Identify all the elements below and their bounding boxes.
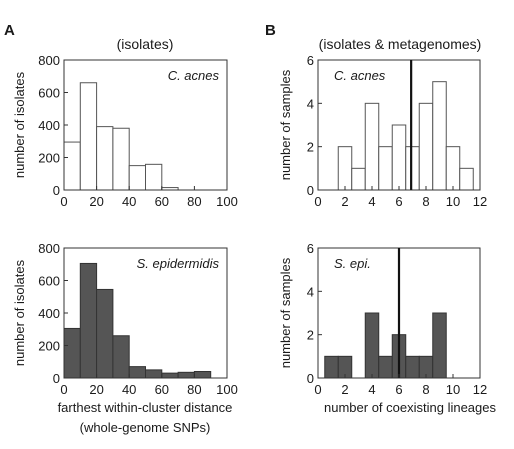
x-tick-label: 0: [314, 194, 321, 209]
bar: [391, 124, 407, 191]
y-tick-label: 600: [38, 86, 60, 101]
chart-a-top: 0 20 40 60 80 100 0 200 400 600 800 number of isola…: [12, 53, 238, 209]
y-tick-label: 2: [307, 140, 314, 155]
bar: [112, 335, 130, 379]
chart-b-top: 0 2 4 6 8 10 12 0 2 4 6 number of samples C. acnes: [278, 53, 487, 209]
x-axis-label-line2: (whole-genome SNPs): [80, 420, 211, 435]
species-annotation: C. acnes: [334, 68, 386, 83]
y-tick-label: 0: [53, 371, 60, 386]
y-tick-label: 2: [307, 328, 314, 343]
species-annotation: C. acnes: [168, 68, 220, 83]
y-tick-label: 4: [307, 96, 314, 111]
x-tick-label: 0: [314, 382, 321, 397]
y-tick-label: 200: [38, 151, 60, 166]
bar: [432, 81, 447, 191]
bar: [405, 355, 420, 379]
x-tick-label: 10: [446, 194, 460, 209]
y-tick-label: 600: [38, 274, 60, 289]
bar: [432, 312, 447, 379]
panel-label-a: A: [4, 22, 15, 39]
bar: [145, 369, 163, 379]
bar: [378, 146, 393, 191]
bar: [405, 146, 420, 191]
y-axis-label: number of isolates: [12, 259, 27, 366]
x-tick-label: 10: [446, 382, 460, 397]
bar: [161, 372, 179, 379]
y-tick-label: 0: [53, 183, 60, 198]
x-tick-label: 20: [89, 382, 103, 397]
y-tick-label: 0: [307, 183, 314, 198]
x-tick-label: 20: [89, 194, 103, 209]
x-axis-label: farthest within-cluster distance: [58, 400, 233, 415]
bar: [96, 288, 114, 379]
bar: [364, 102, 380, 191]
chart-b-bottom: 0 2 4 6 8 10 12 0 2 4 6 number of samples number of …: [278, 241, 496, 415]
x-tick-label: 4: [368, 382, 375, 397]
bar: [459, 167, 474, 191]
y-tick-label: 200: [38, 339, 60, 354]
y-tick-label: 0: [307, 371, 314, 386]
bar: [324, 355, 339, 379]
bar: [112, 127, 130, 191]
x-tick-label: 2: [341, 194, 348, 209]
y-tick-label: 800: [38, 53, 60, 68]
x-tick-label: 100: [216, 382, 238, 397]
bar: [177, 371, 195, 379]
bar: [378, 355, 393, 379]
title-isolates: (isolates): [117, 36, 174, 52]
y-tick-label: 400: [38, 306, 60, 321]
species-annotation: S. epidermidis: [137, 256, 220, 271]
species-annotation: S. epi.: [334, 256, 371, 271]
bar: [128, 165, 146, 191]
bar: [79, 262, 98, 379]
y-tick-label: 4: [307, 284, 314, 299]
bar: [351, 167, 366, 191]
title-isolates-metagenomes: (isolates & metagenomes): [319, 36, 482, 52]
x-tick-label: 0: [60, 382, 67, 397]
bar: [337, 146, 353, 191]
y-axis-label: number of samples: [278, 69, 293, 180]
x-tick-label: 6: [395, 382, 402, 397]
x-tick-label: 12: [473, 382, 487, 397]
chart-a-bottom: 0 20 40 60 80 100 0 200 400 600 800 number of isola…: [12, 241, 238, 435]
y-axis-label: number of isolates: [12, 71, 27, 178]
x-axis-label: number of coexisting lineages: [324, 400, 496, 415]
x-tick-label: 40: [122, 382, 136, 397]
x-tick-label: 100: [216, 194, 238, 209]
bar: [364, 312, 380, 379]
y-tick-label: 400: [38, 118, 60, 133]
x-tick-label: 6: [395, 194, 402, 209]
bar: [79, 82, 98, 191]
x-tick-label: 60: [155, 194, 169, 209]
bar: [145, 163, 163, 191]
x-tick-label: 4: [368, 194, 375, 209]
y-tick-label: 6: [307, 53, 314, 68]
panel-label-b: B: [265, 22, 276, 39]
x-tick-label: 2: [341, 382, 348, 397]
x-tick-label: 80: [187, 382, 201, 397]
y-axis-label: number of samples: [278, 257, 293, 368]
x-tick-label: 40: [122, 194, 136, 209]
x-tick-label: 0: [60, 194, 67, 209]
bar: [128, 366, 146, 379]
x-tick-label: 80: [187, 194, 201, 209]
x-tick-label: 8: [422, 382, 429, 397]
x-tick-label: 12: [473, 194, 487, 209]
y-tick-label: 6: [307, 241, 314, 256]
x-tick-label: 8: [422, 194, 429, 209]
bar: [63, 327, 81, 379]
bar: [193, 371, 212, 379]
bar: [445, 146, 461, 191]
y-tick-label: 800: [38, 241, 60, 256]
bar: [418, 102, 434, 191]
bar: [96, 126, 114, 191]
bar: [63, 141, 81, 191]
x-tick-label: 60: [155, 382, 169, 397]
